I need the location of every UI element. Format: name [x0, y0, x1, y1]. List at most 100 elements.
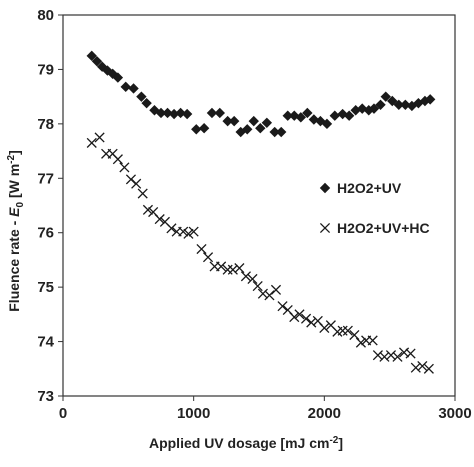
data-point [188, 226, 199, 237]
data-point [255, 123, 266, 134]
y-tick-label: 79 [37, 61, 54, 78]
data-point [155, 107, 167, 119]
data-point [294, 309, 305, 320]
data-point [329, 110, 340, 121]
data-point [119, 162, 130, 173]
data-point [379, 351, 390, 362]
legend-label-h2o2-uv: H2O2+UV [337, 180, 402, 196]
data-point [196, 243, 207, 255]
x-axis-title: Applied UV dosage [mJ cm-2] [149, 435, 343, 451]
data-point [343, 110, 355, 121]
y-axis: 73 74 75 76 77 78 79 80 [37, 7, 63, 405]
data-point [257, 288, 268, 299]
data-point [261, 117, 273, 128]
data-point [319, 322, 330, 334]
data-point [128, 83, 139, 94]
data-point [342, 325, 353, 336]
data-point [206, 107, 218, 119]
data-point [400, 99, 411, 111]
legend-diamond-marker [319, 182, 331, 194]
data-point [289, 110, 300, 121]
data-point [357, 103, 368, 114]
y-axis-title: Fluence rate - E0 [W m-2] [6, 150, 26, 312]
data-point [269, 126, 280, 138]
data-point [355, 337, 366, 348]
data-point [424, 94, 436, 105]
data-point [349, 329, 360, 341]
data-point [228, 115, 240, 127]
data-point [240, 271, 251, 282]
data-point [86, 137, 97, 148]
data-point [112, 154, 123, 165]
data-point [393, 99, 405, 111]
data-point [234, 263, 245, 274]
data-point [202, 252, 214, 263]
data-point [405, 348, 416, 359]
legend-marker-h2o2-uv-hc [319, 222, 331, 234]
data-point [222, 115, 233, 127]
data-point [242, 124, 253, 135]
legend: H2O2+UV H2O2+UV+HC [319, 180, 430, 236]
data-point [375, 99, 386, 111]
data-point [112, 72, 124, 83]
data-point [191, 124, 202, 135]
x-tick-label: 3000 [438, 405, 471, 422]
x-tick-label: 0 [59, 405, 67, 422]
y-tick-label: 78 [37, 116, 54, 133]
data-point [142, 204, 153, 215]
x-tick-label: 2000 [308, 405, 341, 422]
y-tick-label: 77 [37, 170, 54, 187]
legend-cross-marker [319, 222, 331, 234]
data-point [175, 107, 186, 119]
data-point [398, 347, 410, 358]
data-point [380, 91, 391, 102]
plot-area-frame [62, 14, 456, 397]
data-point [216, 261, 227, 272]
data-point [321, 118, 333, 130]
data-point [302, 107, 313, 119]
data-point [181, 108, 193, 120]
data-point [91, 56, 103, 67]
data-point [247, 273, 258, 285]
data-point [270, 284, 282, 295]
data-point [154, 214, 165, 225]
data-point [264, 290, 275, 301]
data-point [410, 362, 421, 373]
data-point [392, 351, 403, 362]
data-point [248, 115, 259, 127]
data-point [131, 178, 142, 189]
y-tick-label: 75 [37, 279, 54, 296]
data-point [295, 112, 307, 123]
data-point [423, 363, 434, 374]
data-point [137, 188, 148, 199]
data-point [419, 95, 431, 107]
data-point [372, 350, 383, 361]
data-point [166, 223, 177, 234]
data-point [385, 350, 397, 361]
data-point [168, 108, 180, 120]
data-point [417, 361, 428, 372]
data-point [198, 123, 210, 134]
y-tick-label: 73 [37, 388, 54, 405]
data-point [86, 50, 97, 62]
data-point [367, 335, 378, 346]
x-tick-label: 1000 [177, 405, 210, 422]
data-point [162, 107, 173, 119]
data-point [94, 132, 105, 143]
data-point [183, 228, 194, 239]
legend-label-h2o2-uv-hc: H2O2+UV+HC [337, 220, 430, 236]
x-axis: 0 1000 2000 3000 [59, 396, 472, 422]
data-point [136, 91, 147, 102]
y-tick-label: 76 [37, 225, 54, 242]
plot-points [86, 50, 436, 374]
y-tick-label: 74 [37, 334, 54, 351]
data-point [315, 115, 326, 127]
data-point [282, 110, 293, 121]
data-point [120, 81, 131, 93]
data-point [141, 97, 152, 109]
data-point [276, 126, 287, 138]
data-point [300, 313, 312, 324]
data-point [214, 107, 225, 119]
legend-marker-h2o2-uv [319, 182, 331, 194]
